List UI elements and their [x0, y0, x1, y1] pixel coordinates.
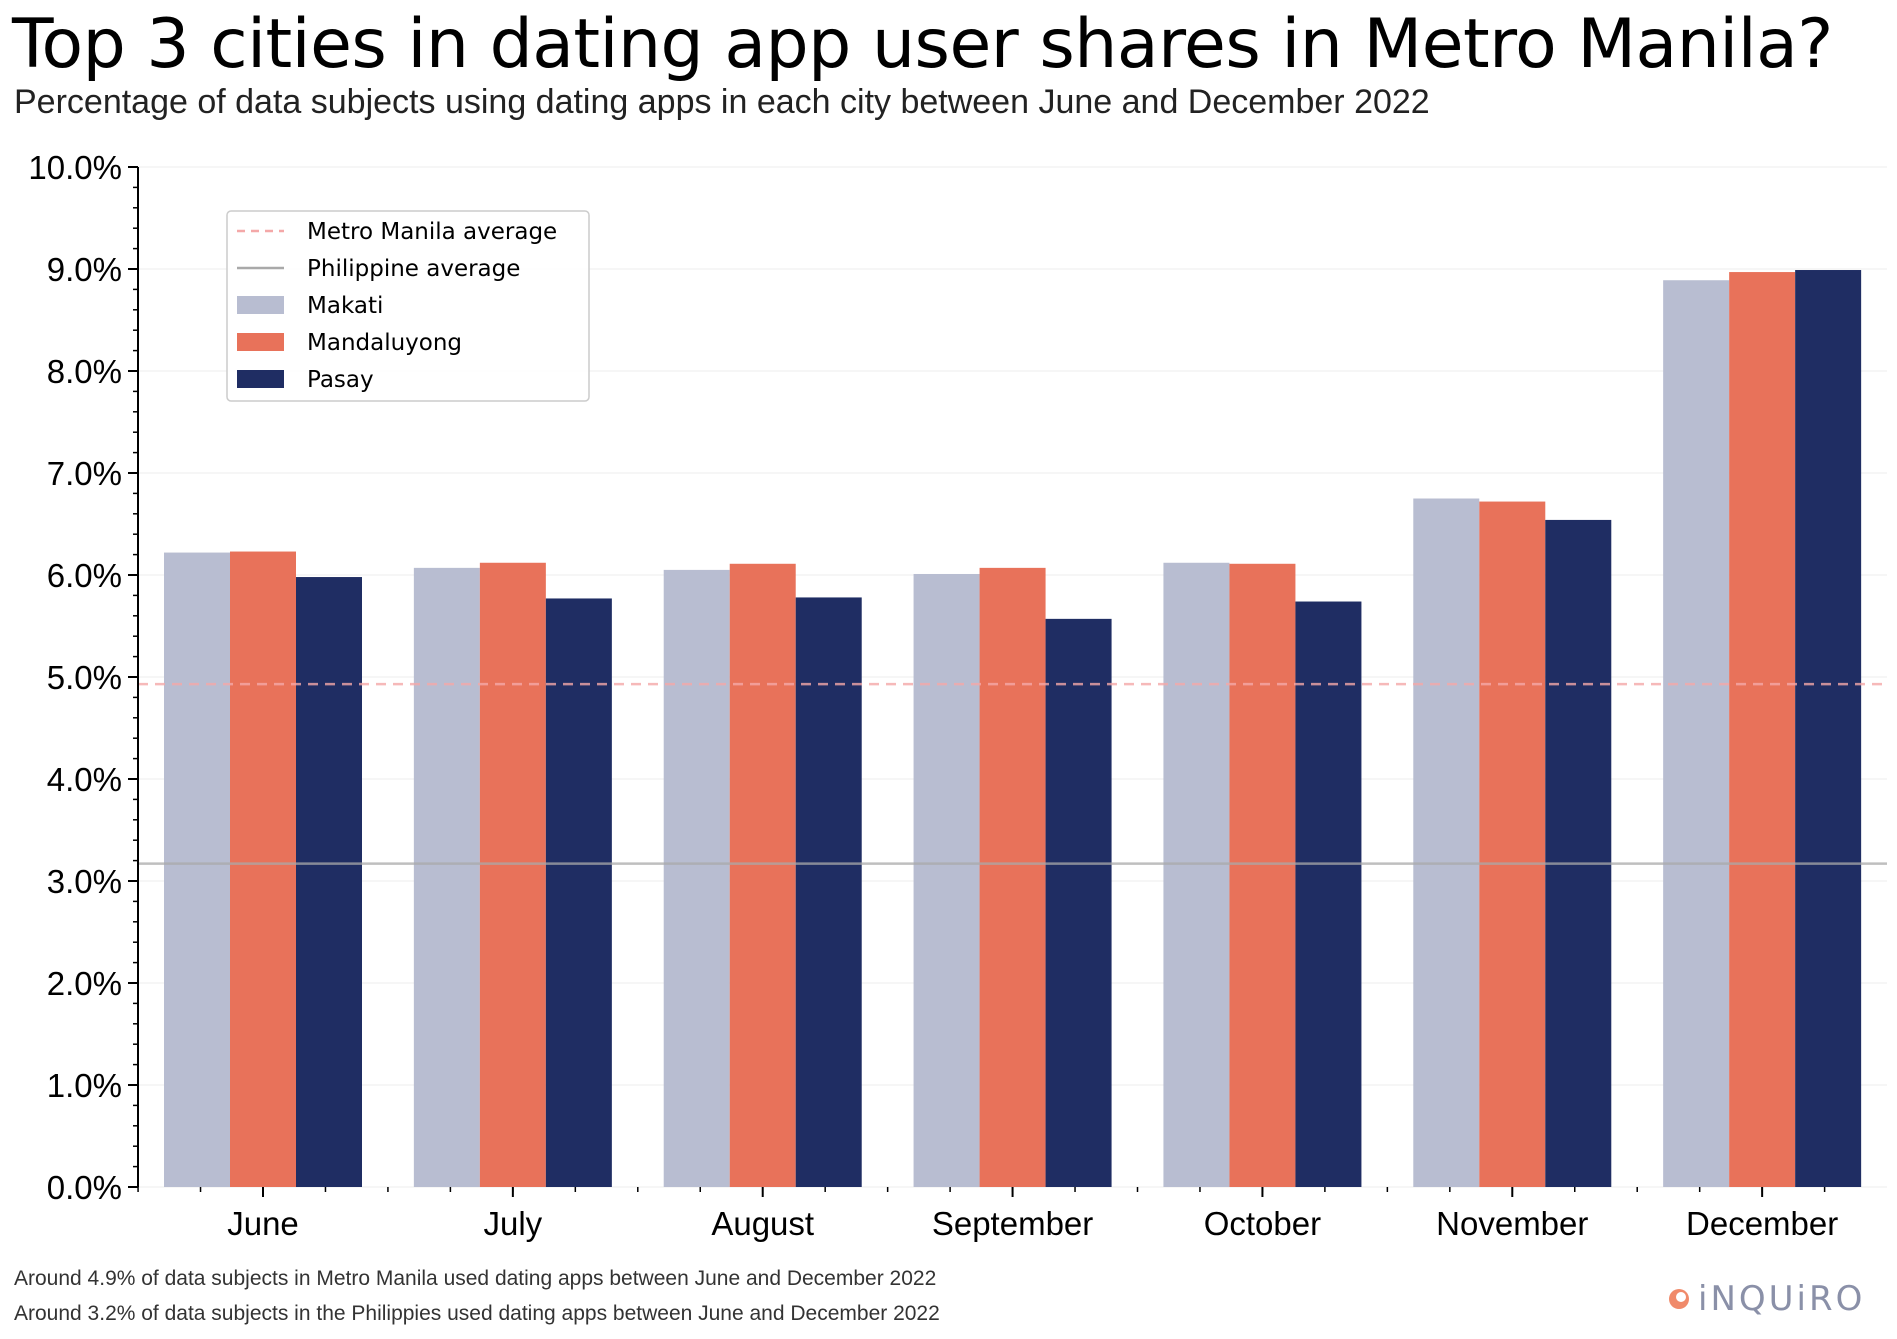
- y-tick-label: 5.0%: [47, 659, 122, 696]
- bar-mandaluyong-june: [230, 551, 296, 1187]
- chart-subtitle: Percentage of data subjects using dating…: [14, 83, 1430, 121]
- x-tick-label: October: [1204, 1205, 1321, 1242]
- bar-mandaluyong-december: [1729, 272, 1796, 1187]
- bar-makati-november: [1413, 498, 1480, 1187]
- legend-swatch-pasay: [237, 370, 284, 388]
- legend-label: Pasay: [307, 367, 374, 393]
- y-tick-label: 8.0%: [47, 353, 122, 390]
- legend-swatch-makati: [237, 296, 284, 314]
- x-tick-label: September: [932, 1205, 1093, 1242]
- legend-label: Philippine average: [307, 256, 520, 282]
- bar-pasay-september: [1045, 618, 1112, 1187]
- bar-makati-july: [413, 567, 480, 1187]
- bar-makati-september: [913, 573, 980, 1187]
- y-tick-label: 4.0%: [47, 761, 122, 798]
- bar-makati-june: [164, 552, 230, 1187]
- bar-pasay-july: [545, 598, 612, 1187]
- bar-mandaluyong-november: [1479, 501, 1546, 1187]
- chart-title: Top 3 cities in dating app user shares i…: [12, 5, 1833, 84]
- brand-name: iNQUiRO: [1698, 1279, 1866, 1319]
- brand-icon: [1669, 1289, 1689, 1309]
- legend: Metro Manila average Philippine average Ma…: [226, 210, 590, 402]
- reference-lines: [138, 682, 1887, 865]
- x-tick-label: August: [711, 1205, 814, 1242]
- legend-label: Mandaluyong: [307, 330, 462, 356]
- bar-mandaluyong-september: [979, 567, 1046, 1187]
- bar-pasay-august: [795, 597, 862, 1187]
- bar-pasay-october: [1295, 601, 1362, 1187]
- bar-makati-august: [663, 569, 730, 1187]
- legend-swatch-mandaluyong: [237, 333, 284, 351]
- y-tick-label: 7.0%: [47, 455, 122, 492]
- x-tick-label: July: [484, 1205, 543, 1242]
- footnote-philippines: Around 3.2% of data subjects in the Phil…: [14, 1302, 940, 1325]
- bar-makati-october: [1163, 562, 1230, 1187]
- bar-pasay-december: [1795, 270, 1862, 1187]
- x-tick-label: December: [1686, 1205, 1838, 1242]
- bar-pasay-november: [1545, 519, 1612, 1187]
- axes: 0.0% 1.0% 2.0% 3.0% 4.0% 5.0% 6.0% 7.0% 8.0% 9.0%…: [28, 149, 1838, 1242]
- x-tick-label: June: [227, 1205, 299, 1242]
- y-tick-label: 2.0%: [47, 965, 122, 1002]
- y-tick-label: 10.0%: [28, 149, 122, 186]
- bar-mandaluyong-august: [729, 563, 796, 1187]
- legend-box: [226, 210, 590, 402]
- bars: [164, 270, 1862, 1188]
- footnote-metro-manila: Around 4.9% of data subjects in Metro Ma…: [14, 1267, 937, 1290]
- y-tick-label: 9.0%: [47, 251, 122, 288]
- brand-logo: iNQUiRO: [1668, 1279, 1865, 1319]
- legend-label: Metro Manila average: [307, 219, 557, 245]
- y-tick-label: 0.0%: [47, 1169, 122, 1206]
- bar-mandaluyong-july: [479, 562, 546, 1187]
- y-tick-label: 6.0%: [47, 557, 122, 594]
- bar-pasay-june: [296, 577, 362, 1187]
- y-tick-label: 1.0%: [47, 1067, 122, 1104]
- bar-makati-december: [1663, 280, 1730, 1188]
- bar-mandaluyong-october: [1229, 563, 1296, 1187]
- y-tick-label: 3.0%: [47, 863, 122, 900]
- legend-label: Makati: [307, 293, 383, 319]
- x-tick-label: November: [1436, 1205, 1588, 1242]
